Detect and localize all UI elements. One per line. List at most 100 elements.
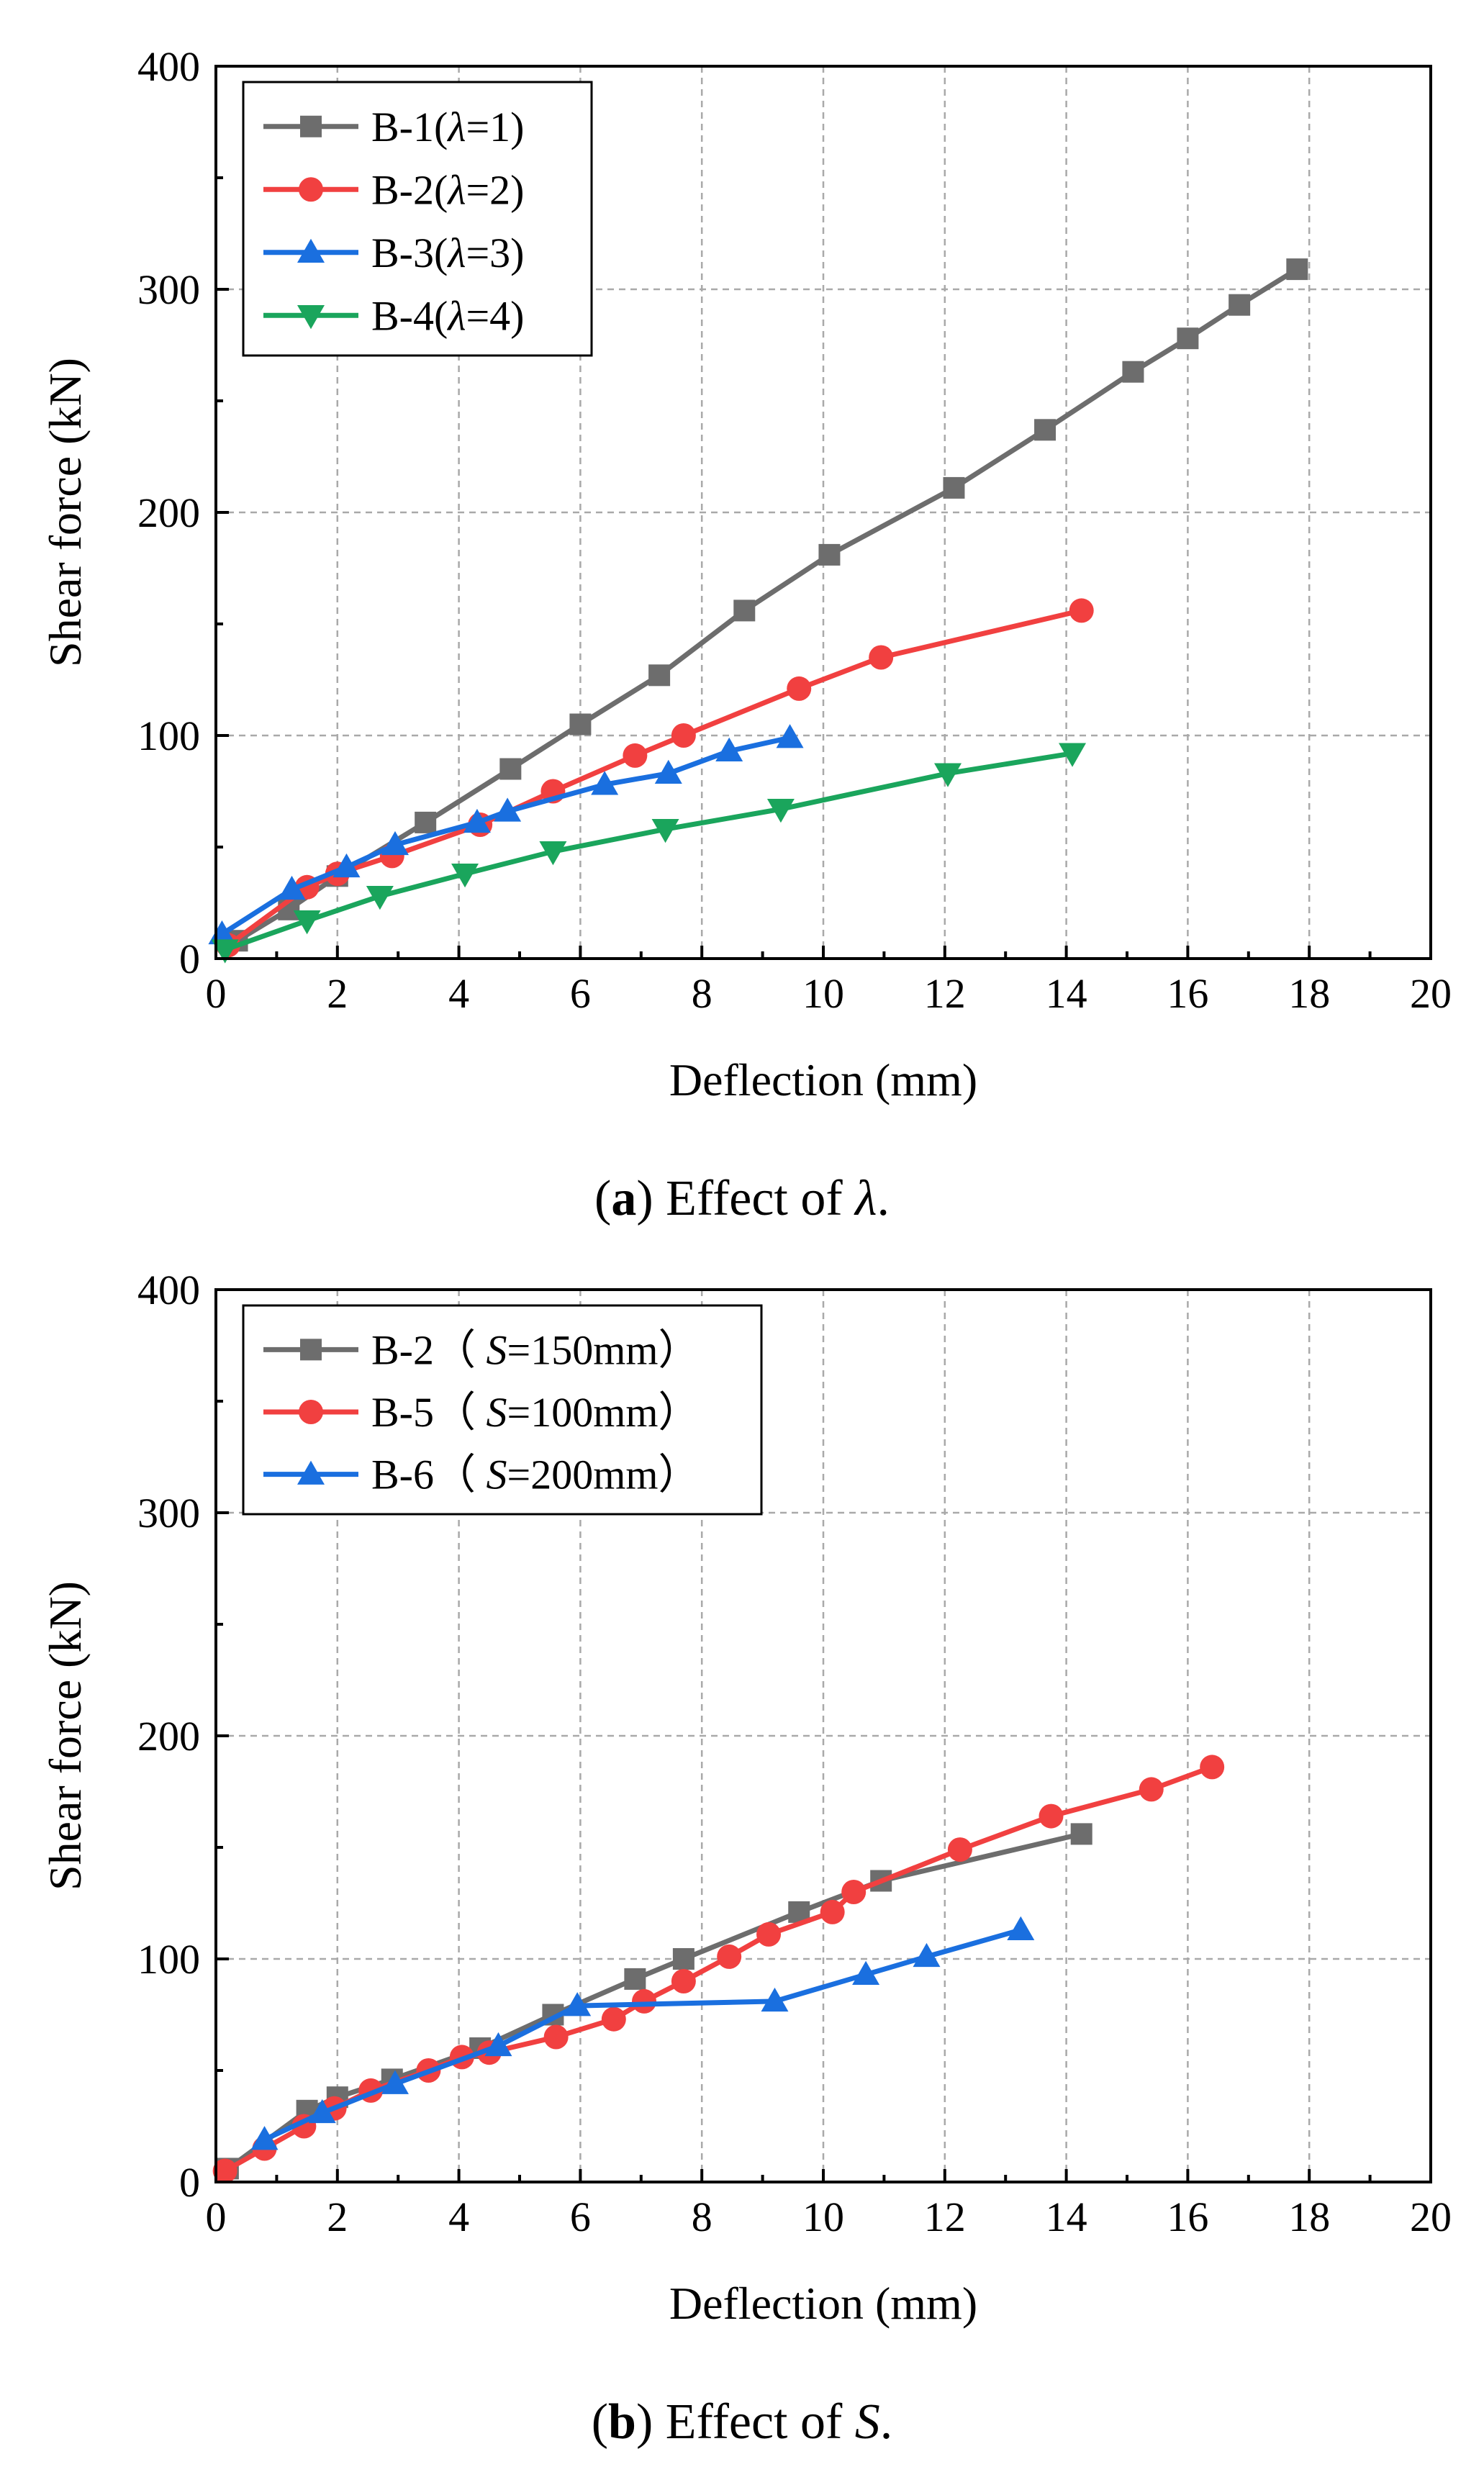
chart-panel-b: 0 2 4 6 8 10 12 14 16 18 200100200300400Deflection…	[40, 1267, 1452, 2450]
data-point	[211, 939, 239, 964]
data-point	[869, 645, 894, 670]
y-tick-label: 300	[137, 266, 200, 313]
data-point	[591, 771, 619, 795]
legend-swatch-marker	[300, 1339, 322, 1361]
legend-swatch-marker	[297, 1460, 325, 1485]
chart-panel-a: 0 2 4 6 8 10 12 14 16 18 200100200300400Deflection…	[40, 43, 1452, 1226]
x-tick-label: 4	[448, 2194, 469, 2240]
legend-label: B-1(λ=1)	[371, 104, 524, 150]
x-tick-label: 20	[1410, 970, 1452, 1017]
y-tick-label: 300	[137, 1490, 200, 1536]
data-point	[250, 2126, 279, 2150]
data-point	[601, 2006, 626, 2032]
data-point	[332, 853, 361, 878]
x-tick-label: 12	[924, 2194, 966, 2240]
data-point	[1059, 743, 1087, 767]
data-point	[776, 724, 804, 748]
x-tick-label: 14	[1046, 2194, 1087, 2240]
data-point	[624, 1968, 646, 1990]
legend-swatch-marker	[299, 177, 323, 202]
x-tick-label: 0	[206, 2194, 227, 2240]
data-point	[569, 713, 592, 735]
x-tick-label: 12	[924, 970, 966, 1017]
x-tick-label: 8	[692, 970, 712, 1017]
data-point	[632, 1988, 657, 2014]
figure-caption: (a) Effect of λ.	[594, 1171, 890, 1226]
x-tick-label: 18	[1288, 2194, 1330, 2240]
data-point	[1039, 1803, 1064, 1829]
legend-label: B-2(λ=2)	[371, 166, 524, 213]
series-3	[211, 743, 1087, 964]
legend-swatch-marker	[300, 115, 322, 137]
data-point	[818, 543, 841, 566]
series-line	[263, 1927, 1022, 2142]
legend-swatch-marker	[297, 238, 325, 263]
y-tick-label: 200	[137, 489, 200, 536]
y-axis-title: Shear force (kN)	[40, 358, 91, 667]
x-tick-label: 10	[802, 2194, 844, 2240]
data-point	[934, 763, 962, 787]
data-point	[756, 1921, 782, 1947]
legend-label: B-6（ S=200mm）	[371, 1452, 700, 1498]
data-point	[841, 1880, 867, 1904]
data-point	[278, 875, 306, 900]
y-tick-label: 100	[137, 1936, 200, 1983]
x-tick-label: 6	[570, 2194, 591, 2240]
y-axis-title: Shear force (kN)	[40, 1581, 91, 1891]
legend-label: B-2（ S=150mm）	[371, 1326, 700, 1373]
data-point	[381, 830, 409, 856]
data-point	[451, 863, 479, 888]
x-tick-label: 20	[1410, 2194, 1452, 2240]
data-point	[1177, 327, 1199, 350]
data-point	[947, 1837, 972, 1862]
data-point	[672, 1948, 695, 1970]
y-tick-label: 0	[179, 936, 200, 982]
data-point	[715, 737, 743, 761]
x-axis-title: Deflection (mm)	[669, 1054, 977, 1105]
data-point	[381, 2070, 409, 2094]
data-point	[1069, 598, 1094, 623]
series-line	[223, 1765, 1213, 2173]
data-point	[654, 759, 682, 784]
data-point	[671, 723, 696, 748]
data-point	[564, 1992, 592, 2016]
x-tick-label: 18	[1288, 970, 1330, 1017]
data-point	[913, 1942, 941, 1968]
data-point	[1007, 1916, 1035, 1940]
data-point	[308, 2099, 336, 2124]
data-point	[1070, 1823, 1092, 1845]
data-point	[1034, 419, 1057, 441]
data-point	[1286, 258, 1308, 281]
legend: B-1(λ=1) B-2(λ=2) B-3(λ=3) B-4(λ=4)	[242, 81, 593, 357]
legend-label: B-3(λ=3)	[371, 230, 524, 276]
data-point	[1139, 1777, 1164, 1802]
y-tick-label: 100	[137, 712, 200, 759]
y-tick-label: 400	[137, 1267, 200, 1313]
data-point	[766, 799, 795, 823]
data-point	[820, 1899, 845, 1924]
data-point	[761, 1987, 789, 2012]
x-axis-title: Deflection (mm)	[669, 2278, 977, 2329]
data-point	[717, 1944, 742, 1969]
figure-caption: (b) Effect of S.	[592, 2394, 893, 2450]
data-point	[484, 2032, 512, 2057]
legend-label: B-4(λ=4)	[371, 292, 524, 339]
x-tick-label: 6	[570, 970, 591, 1017]
data-point	[1122, 361, 1144, 383]
x-tick-label: 10	[802, 970, 844, 1017]
data-point	[651, 818, 679, 843]
series-2	[250, 1916, 1035, 2150]
plot-frame	[214, 1288, 1432, 2183]
data-point	[539, 841, 567, 866]
data-point	[366, 885, 394, 910]
data-point	[463, 808, 491, 833]
x-tick-label: 4	[448, 970, 469, 1017]
legend-label: B-5（ S=100mm）	[371, 1389, 700, 1436]
data-point	[415, 811, 437, 833]
data-point	[852, 1960, 880, 1985]
series-2	[208, 724, 804, 945]
data-point	[648, 664, 671, 687]
x-tick-label: 2	[327, 970, 348, 1017]
data-point	[671, 1969, 696, 1993]
legend-swatch-marker	[297, 305, 325, 330]
